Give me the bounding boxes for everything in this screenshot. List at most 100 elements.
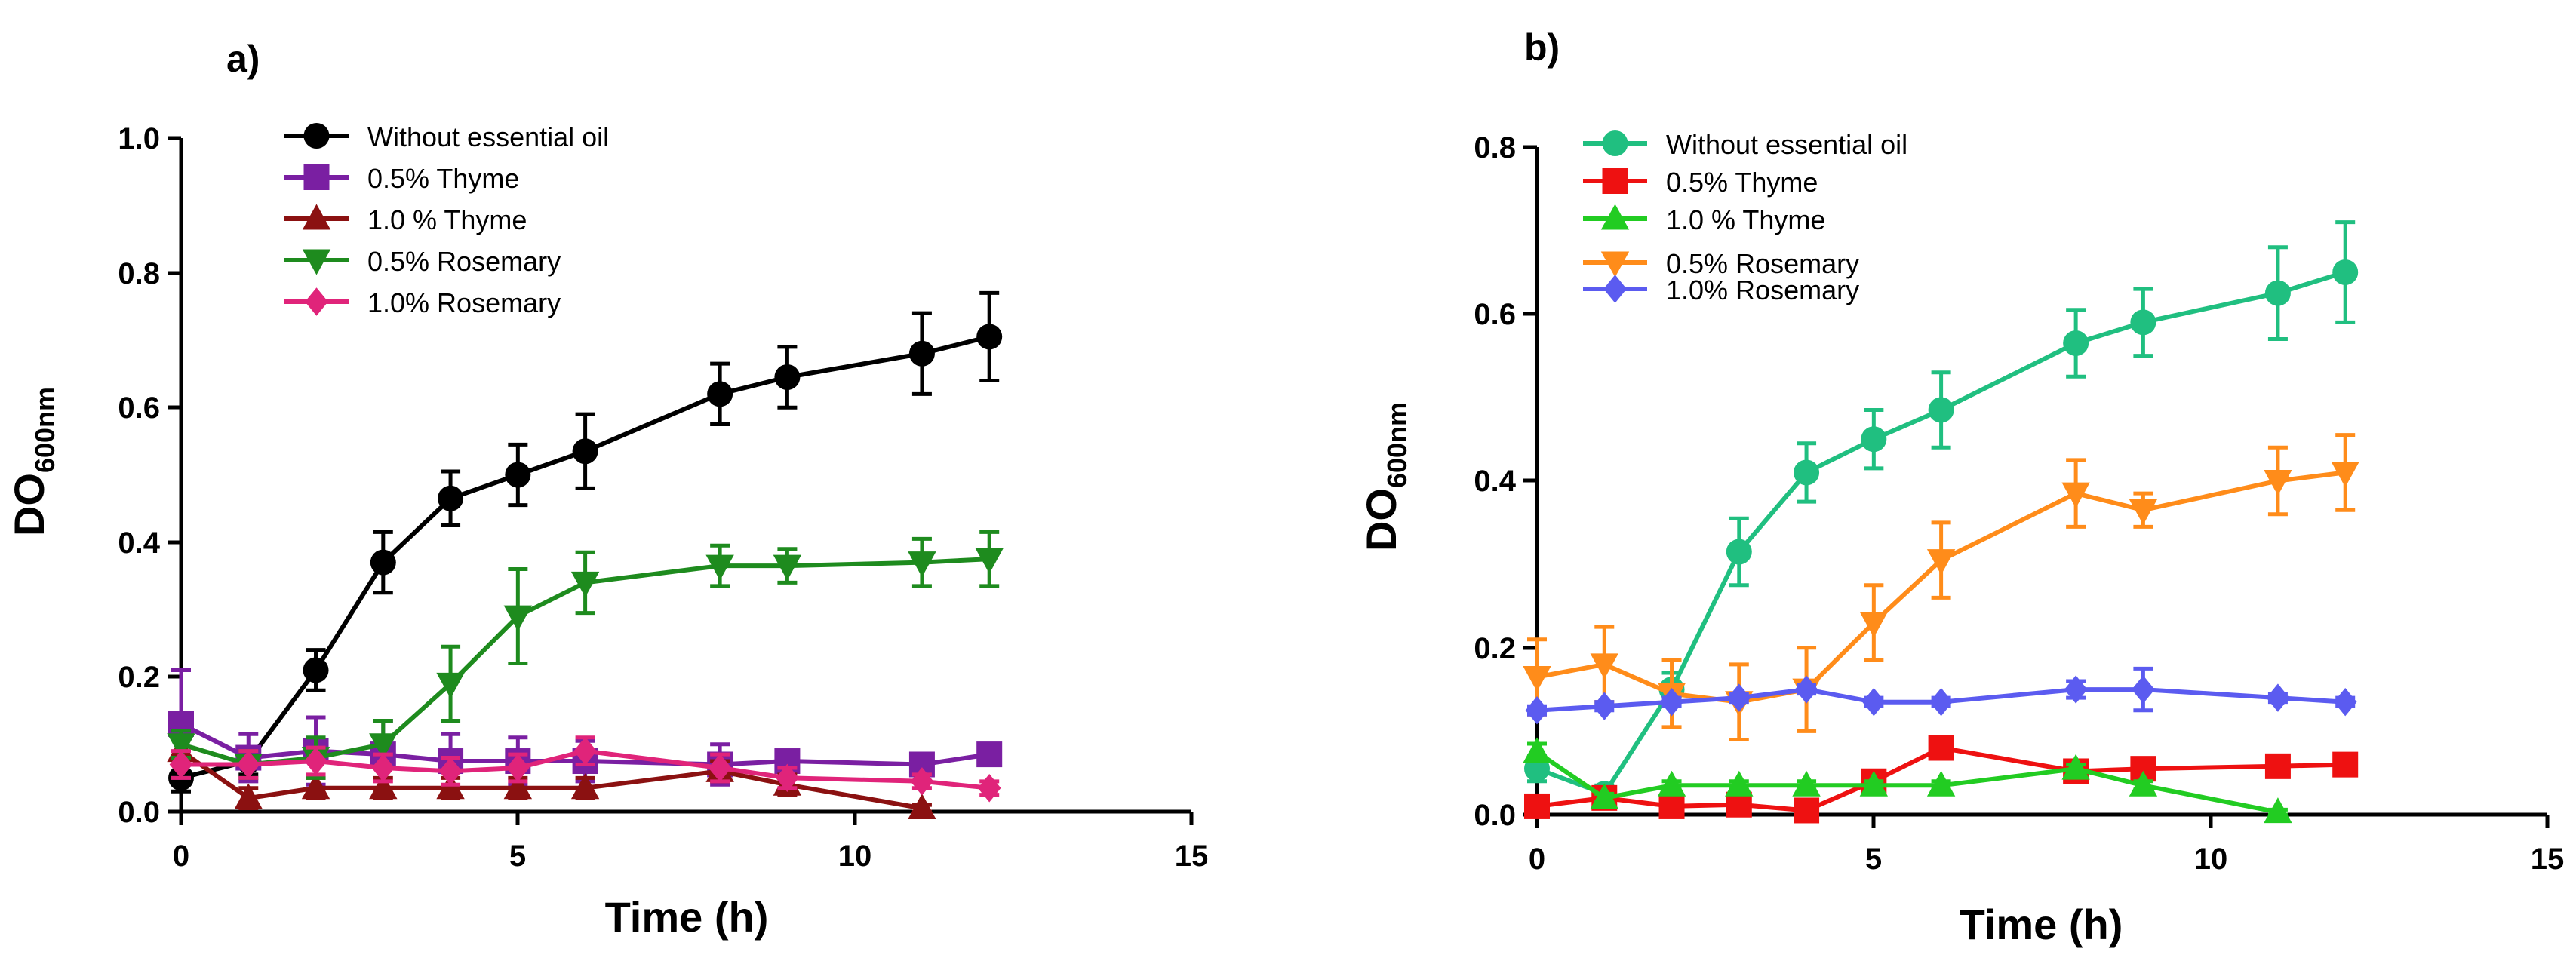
panel-b-ytick-label-3: 0.6 — [1474, 298, 1516, 331]
panel-a-series-3-point-10 — [975, 548, 1004, 574]
panel-a-series-2-point-1 — [234, 783, 263, 809]
panel-b-ylabel-sub: 600nm — [1382, 402, 1412, 488]
panel-b-series-2-point-6 — [1926, 770, 1956, 797]
panel-a-legend-entry-1 — [284, 164, 349, 190]
panel-a-series-2-line — [180, 749, 923, 811]
panel-a-legend-label-2: 1.0 % Thyme — [367, 204, 527, 235]
panel-a-xtick-label-1: 5 — [509, 840, 526, 873]
panel-b-series-4-point-6 — [1929, 687, 1953, 717]
panel-a-series-4-point-8 — [776, 763, 799, 793]
panel-a-series-1 — [168, 668, 1003, 790]
panel-a-series-4-point-7 — [708, 754, 732, 782]
panel-b-plot-area — [1523, 220, 2359, 824]
panel-a-legend-marker-0 — [303, 123, 330, 149]
panel-a-series-4-point-1 — [236, 750, 260, 779]
panel-b-series-2-point-8 — [2129, 770, 2158, 797]
panel-b: b) DO600nm Time (h) 0.0 0.2 0.4 0.6 0.8 — [1357, 26, 2564, 948]
panel-a-series-4-point-0 — [169, 750, 193, 779]
panel-b-series-0-point-3 — [1726, 539, 1752, 565]
panel-a-xtick-label-2: 10 — [838, 840, 872, 873]
panel-b-series-3-point-5 — [1859, 612, 1889, 638]
panel-b-series-1-point-10 — [2332, 751, 2359, 778]
panel-b-series-2-point-2 — [1657, 770, 1686, 797]
panel-b-series-3-point-0 — [1523, 666, 1551, 692]
panel-b-series-0 — [1524, 220, 2359, 807]
panel-b-series-4-point-3 — [1727, 683, 1751, 712]
panel-b-series-2-point-4 — [1792, 770, 1821, 797]
panel-a-series-3-point-3 — [369, 733, 398, 760]
panel-b-series-3-point-7 — [2061, 482, 2090, 508]
panel-b-x-axis-title: Time (h) — [1960, 901, 2123, 948]
panel-b-ytick-label-0: 0.0 — [1474, 799, 1516, 832]
panel-a-legend-marker-2 — [302, 204, 331, 230]
panel-a-series-3-point-4 — [436, 672, 465, 698]
panel-a-legend-label-3: 0.5% Rosemary — [367, 246, 561, 277]
panel-b-ytick-label-2: 0.4 — [1474, 465, 1516, 498]
panel-b-ylabel-main: DO — [1357, 488, 1405, 551]
panel-a-series-0-point-5 — [505, 462, 531, 488]
panel-b-series-3-point-1 — [1590, 653, 1618, 680]
panel-b-series-1-point-2 — [1658, 793, 1685, 819]
panel-a-legend-marker-1 — [303, 164, 330, 190]
panel-b-xtick-label-2: 10 — [2194, 843, 2228, 876]
panel-a-series-4-point-3 — [371, 754, 395, 782]
panel-a-series-2-point-5 — [503, 773, 533, 800]
panel-b-series-3-point-6 — [1926, 549, 1956, 576]
panel-a-y-ticks: 0.0 0.2 0.4 0.6 0.8 1.0 — [118, 122, 181, 829]
panel-b-legend-label-2: 1.0 % Thyme — [1666, 204, 1825, 235]
panel-b-series-3-point-9 — [2264, 470, 2292, 496]
panel-a-series-0-point-6 — [572, 438, 598, 465]
panel-a-series-3-point-8 — [773, 554, 802, 581]
panel-a-series-4-point-5 — [506, 754, 530, 782]
panel-a-xtick-label-3: 15 — [1175, 840, 1209, 873]
panel-b-series-0-point-4 — [1794, 459, 1820, 486]
panel-a-series-2-point-6 — [570, 773, 600, 800]
panel-a-series-0-point-9 — [908, 340, 935, 367]
panel-b-series-0-point-6 — [1928, 397, 1954, 423]
panel-b-series-2-point-9 — [2264, 797, 2292, 824]
panel-a-series-0 — [168, 290, 1003, 794]
panel-a-ylabel-sub: 600nm — [29, 387, 60, 473]
panel-a-series-4-point-6 — [573, 736, 597, 766]
panel-b-legend-label-4: 1.0% Rosemary — [1666, 275, 1859, 305]
panel-a-series-0-point-4 — [438, 485, 464, 511]
panel-b-series-2 — [1523, 737, 2292, 824]
panel-b-series-4-point-4 — [1794, 675, 1818, 704]
panel-b-series-2-point-3 — [1725, 770, 1754, 797]
panel-b-series-4-point-10 — [2333, 687, 2357, 717]
panel-b-legend-marker-3 — [1600, 251, 1630, 278]
panel-a-series-4 — [169, 735, 1001, 803]
panel-b-legend-label-1: 0.5% Thyme — [1666, 167, 1818, 198]
panel-a-series-0-point-3 — [370, 549, 396, 576]
panel-b-xtick-label-3: 15 — [2531, 843, 2565, 876]
panel-a-series-0-point-10 — [976, 324, 1003, 350]
panel-b-series-1-point-4 — [1794, 797, 1820, 824]
panel-a-legend-entry-4 — [284, 287, 349, 316]
panel-b-series-2-line — [1535, 750, 2279, 815]
panel-b-series-4-point-0 — [1525, 696, 1549, 725]
panel-a-legend-entry-0 — [284, 123, 349, 149]
panel-a-legend-label-4: 1.0% Rosemary — [367, 287, 561, 318]
svg-text:DO600nm: DO600nm — [5, 387, 60, 536]
panel-a-series-0-point-8 — [774, 364, 801, 391]
panel-b-series-2-point-5 — [1859, 770, 1889, 797]
panel-a-xtick-label-0: 0 — [173, 840, 189, 873]
panel-b-xtick-label-1: 5 — [1865, 843, 1882, 876]
panel-a-ytick-label-5: 1.0 — [118, 122, 160, 155]
panel-b-series-4 — [1525, 666, 2357, 725]
panel-b-series-2-point-0 — [1523, 737, 1551, 763]
panel-b-series-3-point-10 — [2331, 461, 2359, 487]
panel-a: a) DO600nm Time (h) 0.0 0.2 0.4 0.6 0.8 … — [5, 38, 1208, 941]
panel-a-ytick-label-3: 0.6 — [118, 391, 160, 425]
panel-a-series-2-point-9 — [908, 793, 936, 819]
panel-b-xtick-label-0: 0 — [1529, 843, 1545, 876]
panel-a-legend-label-0: Without essential oil — [367, 121, 609, 152]
panel-a-plot-area — [167, 290, 1004, 819]
panel-a-series-4-point-9 — [910, 767, 934, 796]
panel-a-series-3-point-7 — [705, 554, 734, 581]
panel-b-legend-entry-3 — [1583, 251, 1647, 278]
panel-b-legend: Without essential oil 0.5% Thyme 1.0 % T… — [1583, 129, 1907, 305]
panel-b-label: b) — [1524, 26, 1560, 69]
panel-b-series-4-point-8 — [2132, 675, 2155, 704]
